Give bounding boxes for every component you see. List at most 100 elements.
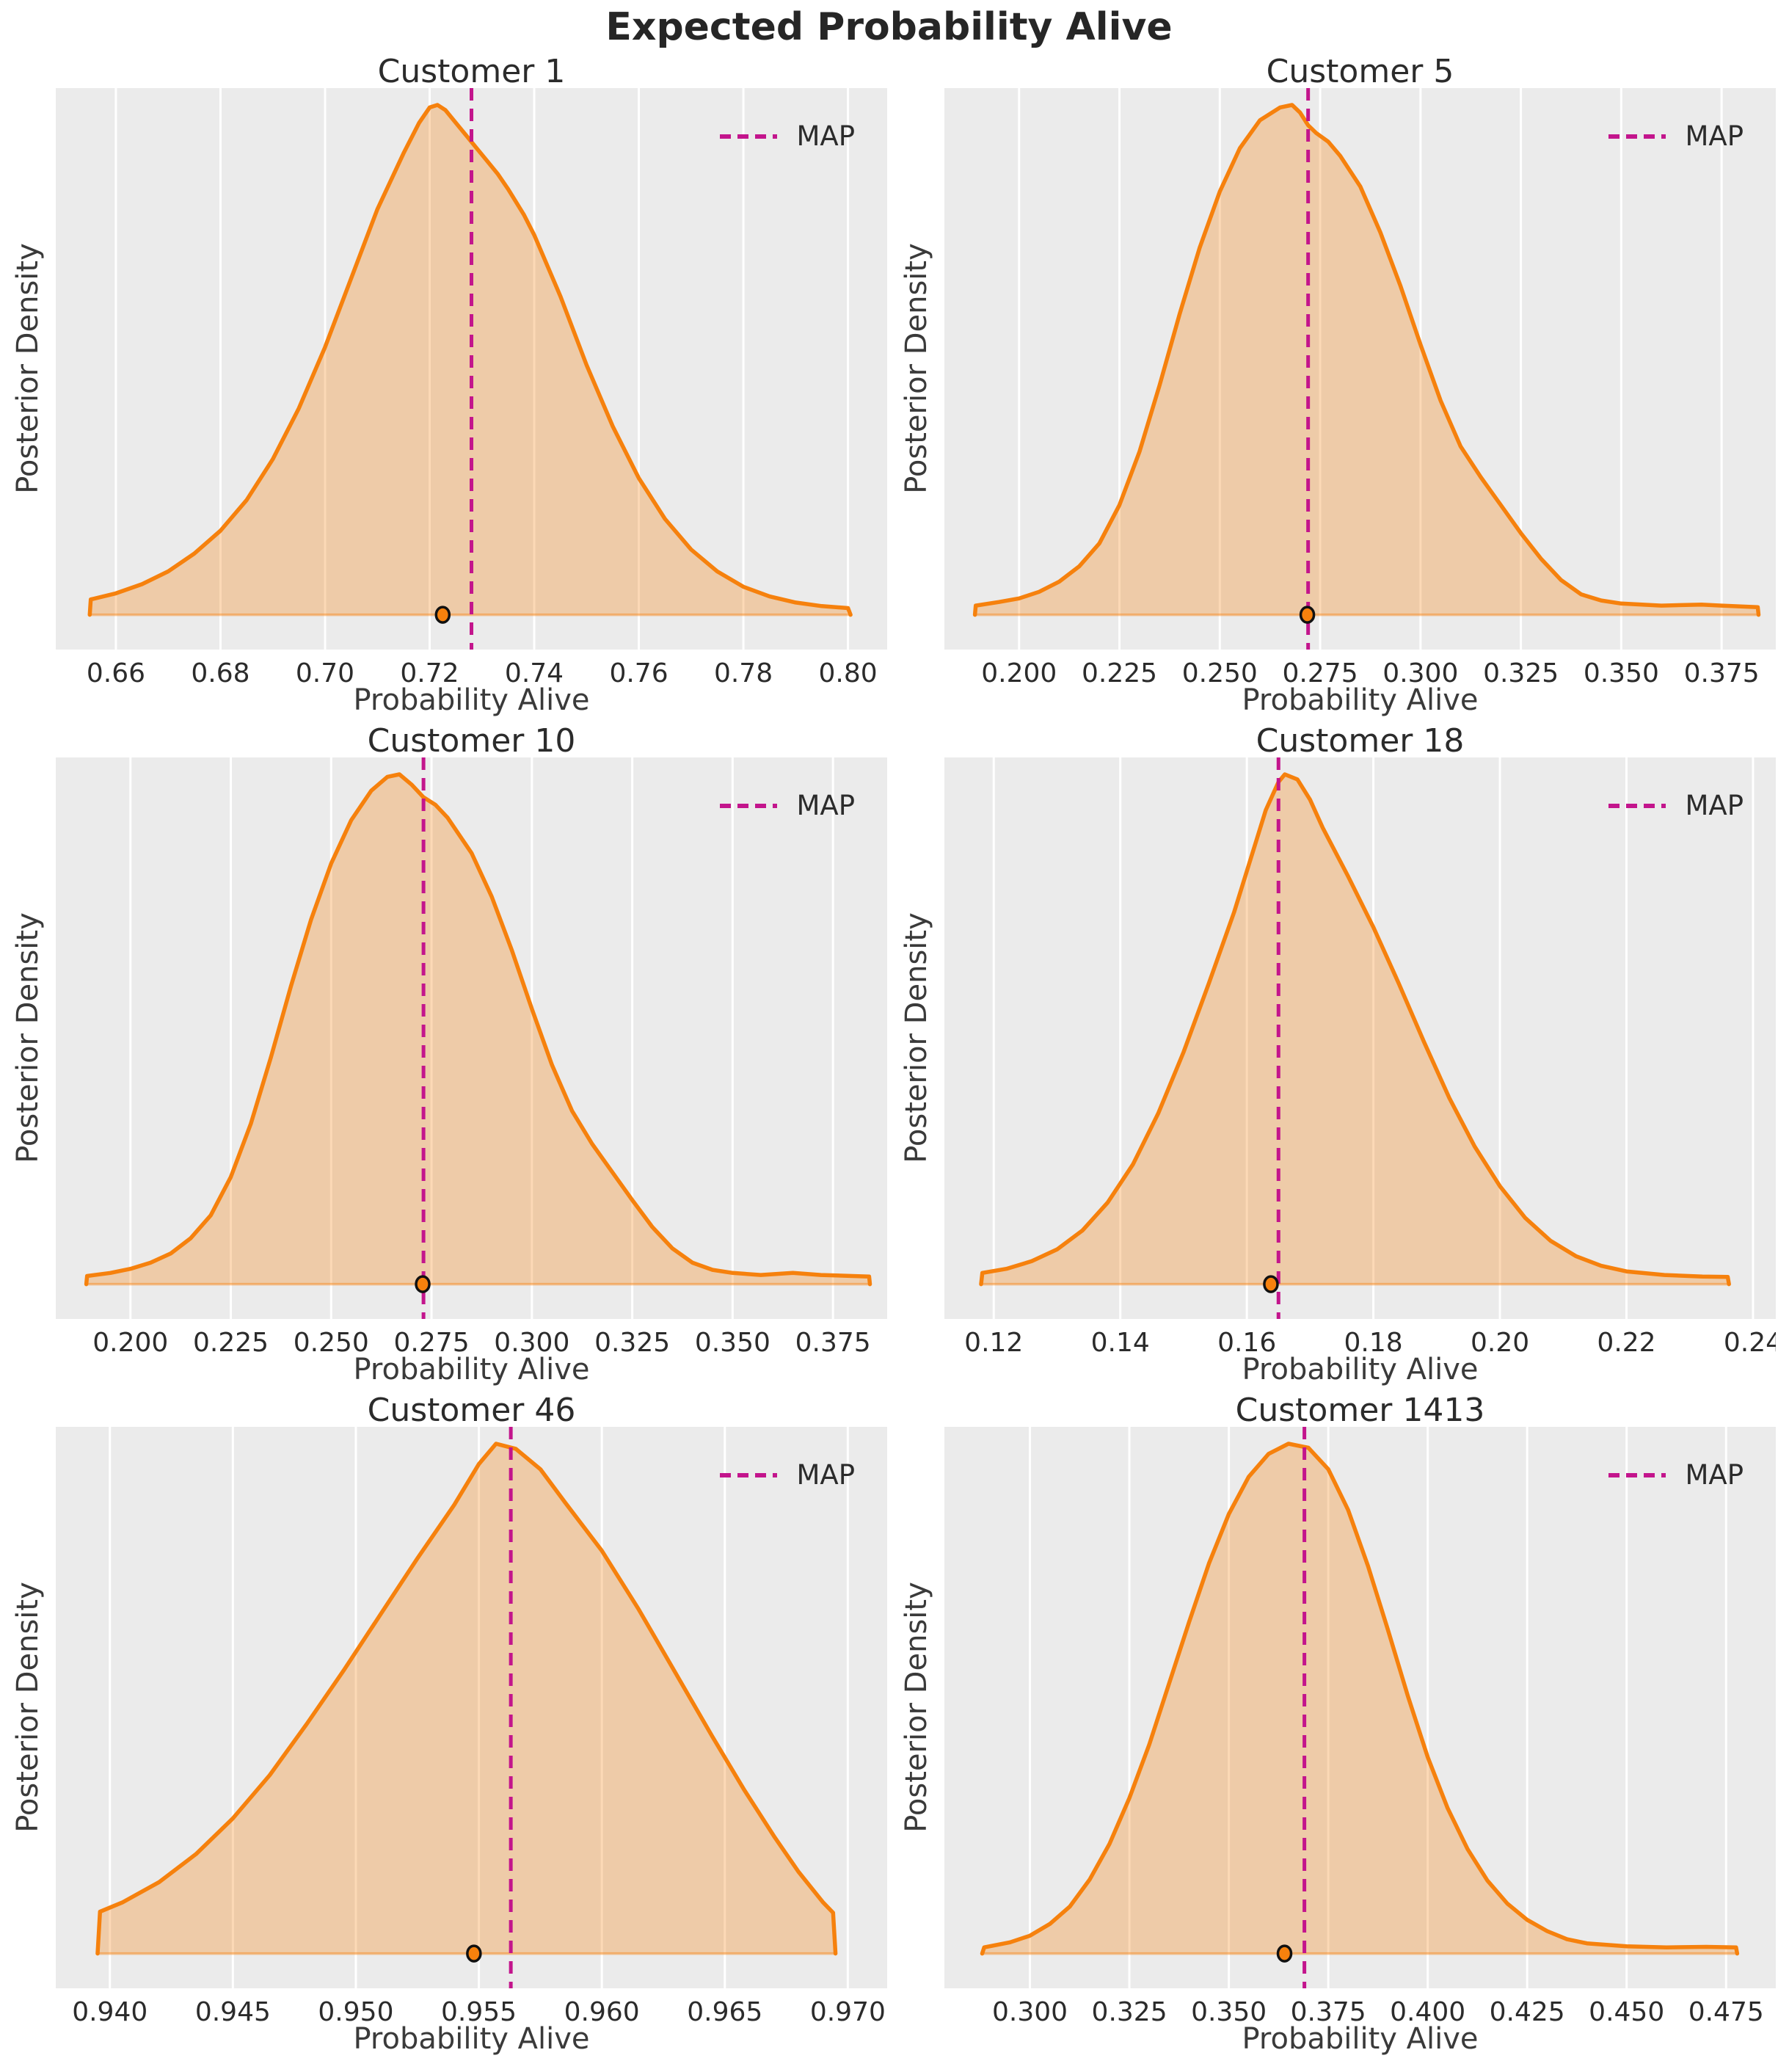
svg-text:0.475: 0.475 bbox=[1688, 1997, 1764, 2025]
subplot-title: Customer 46 bbox=[367, 1391, 576, 1429]
map-dashed-line-icon bbox=[1608, 134, 1666, 139]
plot-area: 0.12 0.14 0.16 0.18 0.20 0.22 0.24 MAP bbox=[944, 757, 1776, 1356]
map-dashed-line-icon bbox=[1608, 1472, 1666, 1477]
svg-text:0.940: 0.940 bbox=[72, 1997, 147, 2025]
subplot-customer-46: Customer 46 Posterior Density 0.940 0.945… bbox=[0, 1391, 889, 2062]
svg-text:0.350: 0.350 bbox=[1191, 1997, 1267, 2025]
plot-area: 0.66 0.68 0.70 0.72 0.74 0.76 0.78 0.80 MAP bbox=[56, 88, 887, 686]
svg-text:0.425: 0.425 bbox=[1490, 1997, 1565, 2025]
svg-text:0.72: 0.72 bbox=[400, 658, 459, 686]
map-dashed-line-icon bbox=[720, 134, 778, 139]
legend-label: MAP bbox=[796, 1459, 855, 1491]
subplot-title: Customer 10 bbox=[367, 721, 576, 760]
svg-text:0.950: 0.950 bbox=[318, 1997, 393, 2025]
y-axis-label: Posterior Density bbox=[11, 912, 45, 1163]
svg-text:0.74: 0.74 bbox=[505, 658, 564, 686]
svg-text:0.200: 0.200 bbox=[981, 658, 1057, 686]
legend-label: MAP bbox=[1685, 1459, 1744, 1491]
svg-text:0.970: 0.970 bbox=[810, 1997, 886, 2025]
svg-text:0.225: 0.225 bbox=[1082, 658, 1157, 686]
legend: MAP bbox=[1608, 790, 1744, 821]
svg-text:0.300: 0.300 bbox=[494, 1328, 569, 1356]
legend: MAP bbox=[720, 120, 855, 152]
y-axis-label: Posterior Density bbox=[900, 243, 933, 494]
y-axis-label: Posterior Density bbox=[900, 912, 933, 1163]
x-axis-label: Probability Alive bbox=[353, 2022, 590, 2056]
legend-label: MAP bbox=[1685, 790, 1744, 821]
svg-text:0.375: 0.375 bbox=[1291, 1997, 1366, 2025]
svg-text:0.325: 0.325 bbox=[594, 1328, 670, 1356]
svg-text:0.250: 0.250 bbox=[294, 1328, 369, 1356]
plot-area: 0.200 0.225 0.250 0.275 0.300 0.325 0.350 0.375… bbox=[56, 757, 887, 1356]
svg-text:0.250: 0.250 bbox=[1182, 658, 1258, 686]
y-axis-label: Posterior Density bbox=[900, 1582, 933, 1833]
plot-area: 0.940 0.945 0.950 0.955 0.960 0.965 0.970 MAP bbox=[56, 1427, 887, 2025]
svg-text:0.16: 0.16 bbox=[1217, 1328, 1276, 1356]
subplot-title: Customer 1 bbox=[377, 52, 566, 90]
legend-label: MAP bbox=[796, 790, 855, 821]
subplot-title: Customer 18 bbox=[1256, 721, 1465, 760]
svg-text:0.68: 0.68 bbox=[191, 658, 249, 686]
subplot-customer-10: Customer 10 Posterior Density 0.200 0.225… bbox=[0, 721, 889, 1393]
svg-text:0.70: 0.70 bbox=[296, 658, 354, 686]
svg-text:0.350: 0.350 bbox=[695, 1328, 770, 1356]
svg-text:0.960: 0.960 bbox=[564, 1997, 640, 2025]
legend-label: MAP bbox=[1685, 120, 1744, 152]
kde-density-plot: 0.66 0.68 0.70 0.72 0.74 0.76 0.78 0.80 bbox=[56, 88, 887, 686]
map-dashed-line-icon bbox=[720, 1472, 778, 1477]
svg-text:0.24: 0.24 bbox=[1724, 1328, 1776, 1356]
x-axis-label: Probability Alive bbox=[1242, 2022, 1479, 2056]
svg-text:0.300: 0.300 bbox=[1382, 658, 1458, 686]
legend-label: MAP bbox=[796, 120, 855, 152]
subplot-customer-5: Customer 5 Posterior Density 0.200 0.225 0… bbox=[889, 52, 1777, 724]
y-axis-label: Posterior Density bbox=[11, 243, 45, 494]
kde-density-plot: 0.940 0.945 0.950 0.955 0.960 0.965 0.970 bbox=[56, 1427, 887, 2025]
subplot-customer-18: Customer 18 Posterior Density 0.12 0.14 0.… bbox=[889, 721, 1777, 1393]
svg-text:0.200: 0.200 bbox=[92, 1328, 168, 1356]
svg-text:0.225: 0.225 bbox=[193, 1328, 269, 1356]
kde-density-plot: 0.12 0.14 0.16 0.18 0.20 0.22 0.24 bbox=[944, 757, 1776, 1356]
svg-text:0.12: 0.12 bbox=[964, 1328, 1023, 1356]
svg-text:0.18: 0.18 bbox=[1344, 1328, 1403, 1356]
svg-text:0.300: 0.300 bbox=[992, 1997, 1068, 2025]
svg-text:0.80: 0.80 bbox=[818, 658, 877, 686]
svg-text:0.14: 0.14 bbox=[1091, 1328, 1150, 1356]
svg-text:0.325: 0.325 bbox=[1483, 658, 1559, 686]
svg-text:0.945: 0.945 bbox=[195, 1997, 271, 2025]
svg-text:0.78: 0.78 bbox=[714, 658, 773, 686]
map-dashed-line-icon bbox=[720, 803, 778, 808]
figure-title: Expected Probability Alive bbox=[605, 5, 1173, 49]
svg-text:0.955: 0.955 bbox=[441, 1997, 517, 2025]
kde-density-plot: 0.300 0.325 0.350 0.375 0.400 0.425 0.450 0.475 bbox=[944, 1427, 1776, 2025]
kde-density-plot: 0.200 0.225 0.250 0.275 0.300 0.325 0.350 0.375 bbox=[56, 757, 887, 1356]
svg-text:0.450: 0.450 bbox=[1589, 1997, 1664, 2025]
y-axis-label: Posterior Density bbox=[11, 1582, 45, 1833]
svg-text:0.325: 0.325 bbox=[1092, 1997, 1167, 2025]
svg-text:0.275: 0.275 bbox=[394, 1328, 470, 1356]
subplot-customer-1: Customer 1 Posterior Density 0.66 0.68 0.7… bbox=[0, 52, 889, 724]
kde-density-plot: 0.200 0.225 0.250 0.275 0.300 0.325 0.350 0.375 bbox=[944, 88, 1776, 686]
subplot-grid: Customer 1 Posterior Density 0.66 0.68 0.7… bbox=[0, 52, 1778, 2062]
plot-area: 0.300 0.325 0.350 0.375 0.400 0.425 0.450 0.475… bbox=[944, 1427, 1776, 2025]
svg-text:0.20: 0.20 bbox=[1471, 1328, 1529, 1356]
legend: MAP bbox=[720, 790, 855, 821]
svg-text:0.375: 0.375 bbox=[795, 1328, 871, 1356]
svg-text:0.76: 0.76 bbox=[609, 658, 668, 686]
plot-area: 0.200 0.225 0.250 0.275 0.300 0.325 0.350 0.375… bbox=[944, 88, 1776, 686]
legend: MAP bbox=[720, 1459, 855, 1491]
subplot-title: Customer 1413 bbox=[1235, 1391, 1485, 1429]
svg-text:0.965: 0.965 bbox=[687, 1997, 762, 2025]
svg-text:0.22: 0.22 bbox=[1597, 1328, 1655, 1356]
x-axis-label: Probability Alive bbox=[353, 683, 590, 717]
svg-text:0.275: 0.275 bbox=[1283, 658, 1358, 686]
svg-text:0.400: 0.400 bbox=[1390, 1997, 1465, 2025]
legend: MAP bbox=[1608, 120, 1744, 152]
x-axis-label: Probability Alive bbox=[1242, 683, 1479, 717]
x-axis-label: Probability Alive bbox=[1242, 1353, 1479, 1386]
x-axis-label: Probability Alive bbox=[353, 1353, 590, 1386]
svg-text:0.350: 0.350 bbox=[1584, 658, 1659, 686]
map-dashed-line-icon bbox=[1608, 803, 1666, 808]
subplot-title: Customer 5 bbox=[1266, 52, 1454, 90]
legend: MAP bbox=[1608, 1459, 1744, 1491]
